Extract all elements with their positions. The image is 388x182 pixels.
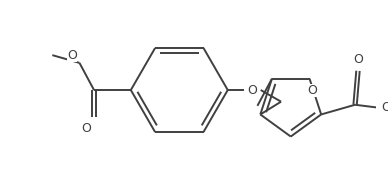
Text: O: O	[353, 53, 363, 66]
Text: O: O	[247, 84, 257, 96]
Text: O: O	[308, 84, 317, 97]
Text: O: O	[81, 122, 91, 135]
Text: O: O	[67, 49, 77, 62]
Text: O: O	[381, 101, 388, 114]
